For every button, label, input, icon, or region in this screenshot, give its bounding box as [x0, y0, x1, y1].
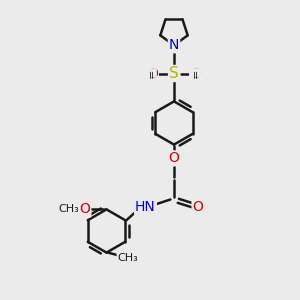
Text: O: O [193, 200, 203, 214]
Text: HN: HN [135, 200, 156, 214]
Text: CH₃: CH₃ [117, 253, 138, 263]
Text: O: O [80, 202, 90, 216]
Text: O: O [147, 67, 158, 80]
Text: =: = [147, 68, 157, 78]
Text: N: N [169, 38, 179, 52]
Text: O: O [169, 152, 179, 165]
Text: O: O [190, 67, 201, 80]
Text: =: = [191, 68, 201, 78]
Text: CH₃: CH₃ [58, 204, 79, 214]
Text: S: S [169, 66, 179, 81]
